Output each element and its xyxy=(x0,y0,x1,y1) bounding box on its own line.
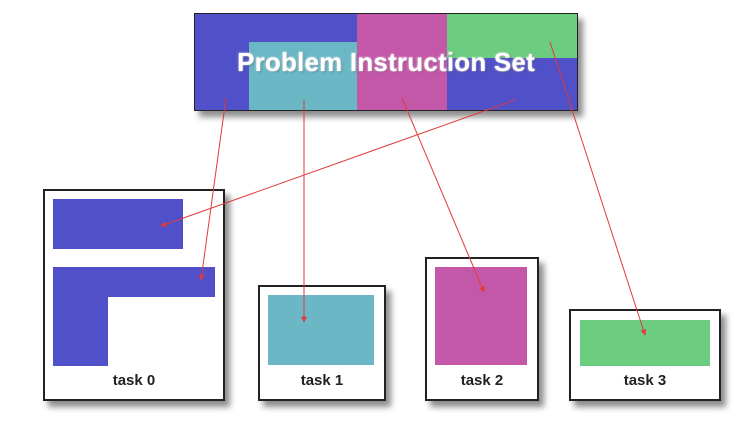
task-1-card: task 1 xyxy=(258,285,386,401)
task-0-top-block xyxy=(53,199,183,249)
task-3-label: task 3 xyxy=(623,372,667,389)
banner-segment-blue-left xyxy=(195,14,249,110)
task-2-card: task 2 xyxy=(425,257,539,401)
banner-segment-magenta xyxy=(357,14,447,110)
task-0-label: task 0 xyxy=(112,372,156,389)
task-1-block xyxy=(268,295,374,365)
banner-segment-blue-top xyxy=(249,14,357,42)
banner-title: Problem Instruction Set xyxy=(237,46,535,77)
problem-instruction-set-banner: Problem Instruction Set xyxy=(194,13,578,111)
task-3-card: task 3 xyxy=(569,309,721,401)
task-2-block xyxy=(435,267,527,365)
task-2-label: task 2 xyxy=(460,372,504,389)
task-0-card: task 0 xyxy=(43,189,225,401)
banner-segment-teal xyxy=(249,42,357,110)
task-3-block xyxy=(580,320,710,366)
task-0-l-block-bar xyxy=(53,267,215,297)
task-0-l-block-stem xyxy=(53,297,108,366)
task-1-label: task 1 xyxy=(300,372,344,389)
